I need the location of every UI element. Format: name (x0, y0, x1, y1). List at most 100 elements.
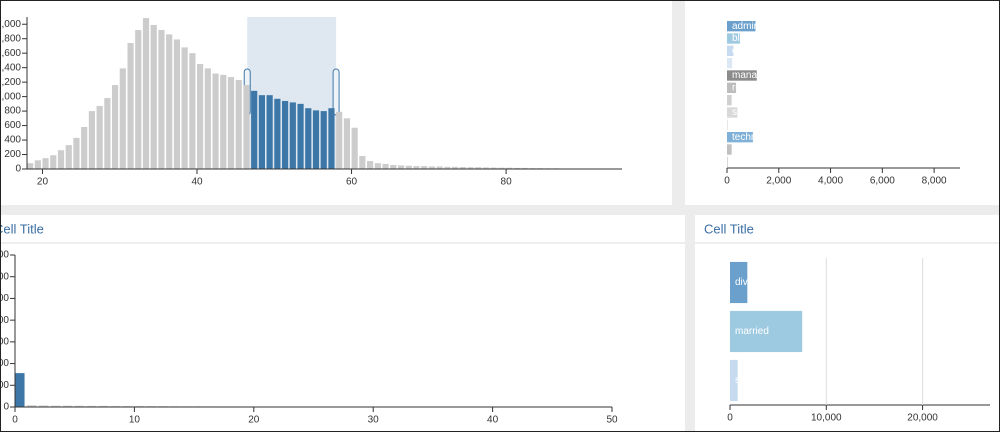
row-label: entrepreneur (732, 45, 790, 56)
bar (413, 166, 420, 169)
x-tick-label: 0 (724, 176, 730, 187)
bar (521, 167, 528, 169)
bar (38, 405, 49, 407)
y-tick-label: 1,400 (0, 62, 21, 73)
bar (127, 43, 134, 169)
bar (513, 167, 520, 169)
row-label: blue-collar (732, 33, 779, 44)
x-tick-label: 6,000 (870, 176, 895, 187)
bar (220, 74, 227, 169)
bar (34, 160, 41, 169)
row-label: student (732, 119, 765, 130)
bar (444, 166, 451, 169)
row-label: housemaid (732, 58, 781, 69)
bar (251, 90, 258, 169)
bar (266, 95, 273, 169)
row-bar (727, 144, 732, 155)
bar (421, 166, 428, 169)
bar (235, 79, 242, 169)
bar (50, 155, 57, 169)
x-tick-label: 4,000 (818, 176, 843, 187)
bar (181, 47, 188, 169)
y-tick-label: 0 (15, 164, 21, 175)
row-bar (727, 82, 737, 94)
bar (297, 103, 304, 169)
bar (57, 150, 65, 169)
y-tick-label: 2,000 (0, 315, 9, 326)
bar (204, 68, 211, 169)
x-tick-label: 10 (129, 415, 141, 426)
bar (390, 165, 397, 169)
row-bar (727, 33, 740, 44)
row-label: single (735, 375, 762, 386)
bar (158, 30, 165, 170)
row-label: divorced (735, 277, 773, 288)
y-tick-label: 1,500 (0, 336, 9, 347)
panel-title: Cell Title (0, 221, 44, 236)
row-label: services (732, 107, 769, 118)
row-label: admin (732, 21, 759, 32)
x-tick-label: 10,000 (811, 413, 842, 424)
row-bar (730, 359, 738, 402)
bar (135, 30, 142, 170)
bar (336, 111, 343, 169)
panel (0, 215, 685, 432)
row-label: management (732, 70, 791, 81)
y-tick-label: 1,600 (0, 48, 21, 59)
bar (50, 405, 61, 407)
y-tick-label: 1,000 (0, 91, 21, 102)
bar (436, 166, 443, 169)
x-tick-label: 0 (727, 413, 733, 424)
bar (15, 373, 25, 407)
bar (81, 127, 88, 169)
row-bar (727, 94, 732, 106)
y-tick-label: 600 (4, 120, 21, 131)
bar (452, 166, 459, 169)
row-bar (727, 57, 733, 69)
bar (351, 127, 358, 169)
bar (86, 405, 97, 407)
y-tick-label: 400 (4, 135, 21, 146)
x-tick-label: 20,000 (907, 413, 938, 424)
x-tick-label: 8,000 (922, 176, 947, 187)
brush-handle (332, 68, 340, 116)
bar (142, 18, 150, 170)
y-tick-label: 3,000 (0, 271, 9, 282)
bar (328, 108, 335, 169)
bar (482, 167, 490, 169)
x-tick-label: 40 (487, 415, 499, 426)
bar (73, 137, 80, 169)
bar (367, 161, 374, 169)
x-tick-label: 50 (606, 415, 618, 426)
bar (305, 108, 312, 169)
row-bar (727, 20, 756, 32)
row-bar (727, 131, 753, 143)
y-tick-label: 500 (0, 380, 9, 391)
bar (166, 34, 173, 169)
x-tick-label: 2,000 (766, 176, 791, 187)
bar (428, 166, 435, 169)
bar (243, 85, 250, 169)
bar (197, 64, 204, 169)
bar (274, 98, 281, 169)
bar (382, 163, 389, 169)
bar (27, 163, 34, 169)
y-tick-label: 2,000 (0, 19, 21, 30)
row-bar (727, 107, 738, 118)
x-tick-label: 30 (368, 415, 380, 426)
y-tick-label: 3,500 (0, 250, 9, 261)
row-label: technician (732, 132, 777, 143)
bar (282, 100, 289, 169)
bar (150, 24, 157, 170)
bar (212, 73, 219, 169)
row-label: unknown (732, 156, 772, 167)
x-tick-label: 20 (37, 177, 49, 188)
row-bar (727, 156, 729, 168)
y-tick-label: 0 (3, 402, 9, 413)
bar (490, 167, 497, 169)
row-bar (730, 310, 803, 353)
bar (359, 155, 366, 169)
row-bar (727, 45, 734, 57)
bar (459, 166, 466, 169)
